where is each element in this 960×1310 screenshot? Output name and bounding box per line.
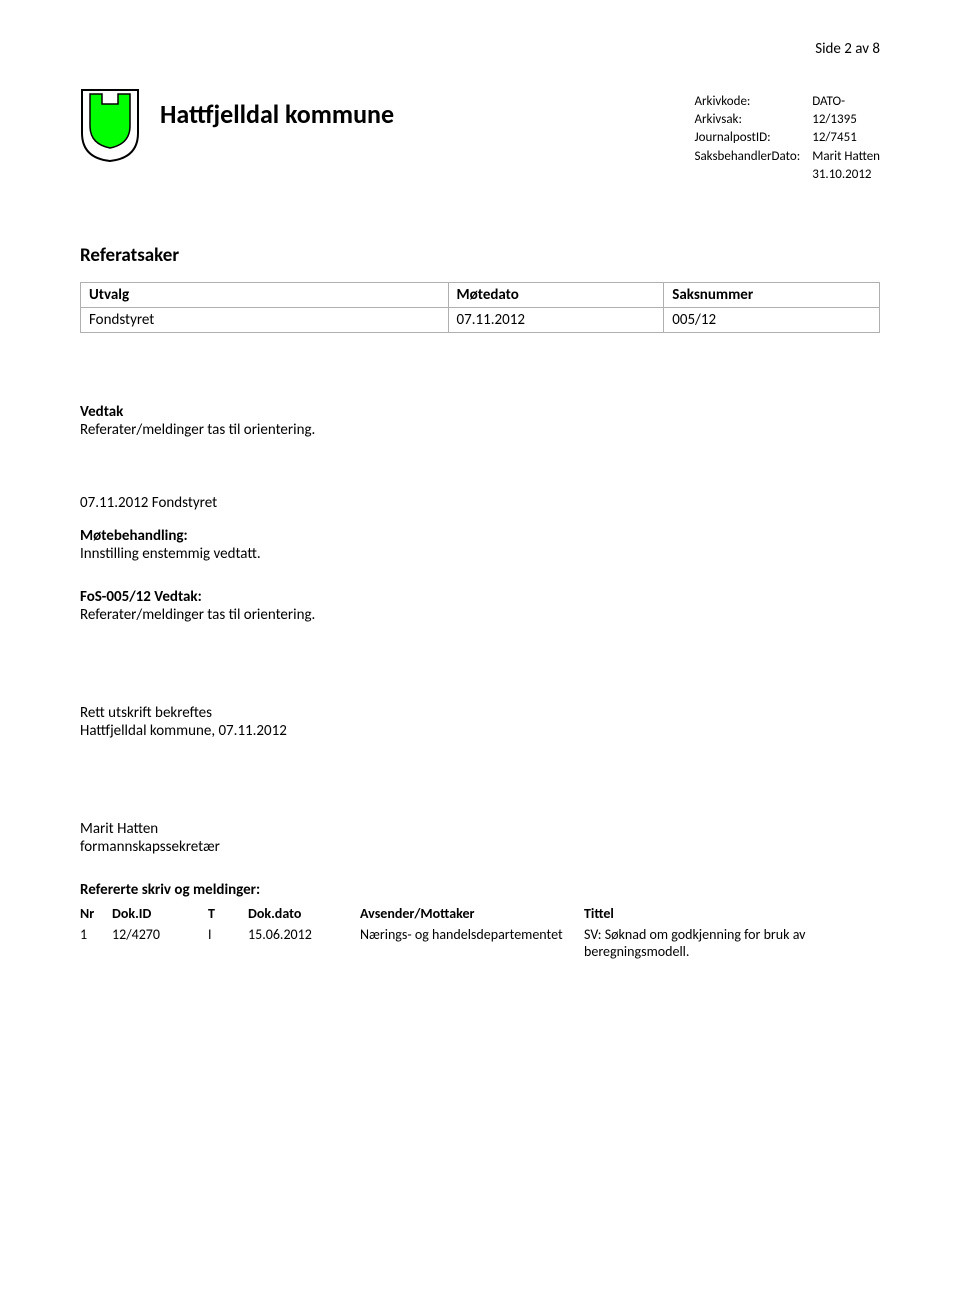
- col-saksnummer: Saksnummer: [664, 282, 880, 307]
- motebehandling-block: Møtebehandling: Innstilling enstemmig ve…: [80, 527, 880, 563]
- fos-vedtak-title: FoS-005/12 Vedtak:: [80, 588, 880, 606]
- cell-saksnummer: 005/12: [664, 307, 880, 332]
- page-number: Side 2 av 8: [80, 40, 880, 58]
- meta-value-journalpost: 12/7451: [812, 129, 880, 147]
- motebehandling-text: Innstilling enstemmig vedtatt.: [80, 545, 880, 563]
- mote-date-line: 07.11.2012 Fondstyret: [80, 494, 880, 512]
- vedtak-block: Vedtak Referater/meldinger tas til orien…: [80, 403, 880, 439]
- ref-col-dokid: Dok.ID: [112, 903, 208, 924]
- ref-cell-dokid: 12/4270: [112, 924, 208, 962]
- bekreft-line2: Hattfjelldal kommune, 07.11.2012: [80, 722, 880, 740]
- ref-cell-dokdato: 15.06.2012: [248, 924, 360, 962]
- utvalg-table: Utvalg Møtedato Saksnummer Fondstyret 07…: [80, 282, 880, 333]
- ref-col-nr: Nr: [80, 903, 112, 924]
- ref-cell-t: I: [208, 924, 248, 962]
- table-header-row: Utvalg Møtedato Saksnummer: [81, 282, 880, 307]
- ref-cell-avsender: Nærings- og handelsdepartementet: [360, 924, 584, 962]
- meta-label-arkivkode: Arkivkode:: [694, 93, 800, 111]
- refererte-title: Refererte skriv og meldinger:: [80, 881, 880, 899]
- cell-utvalg: Fondstyret: [81, 307, 449, 332]
- signatur-block: Marit Hatten formannskapssekretær: [80, 820, 880, 856]
- ref-header-row: Nr Dok.ID T Dok.dato Avsender/Mottaker T…: [80, 903, 880, 924]
- ref-col-avsender: Avsender/Mottaker: [360, 903, 584, 924]
- motebehandling-title: Møtebehandling:: [80, 527, 880, 545]
- cell-motedato: 07.11.2012: [448, 307, 664, 332]
- vedtak-title: Vedtak: [80, 403, 880, 421]
- refererte-table: Nr Dok.ID T Dok.dato Avsender/Mottaker T…: [80, 903, 880, 962]
- ref-col-dokdato: Dok.dato: [248, 903, 360, 924]
- signatur-title: formannskapssekretær: [80, 838, 880, 856]
- meta-label-journalpost: JournalpostID:: [694, 129, 800, 147]
- signatur-name: Marit Hatten: [80, 820, 880, 838]
- bekreft-line1: Rett utskrift bekreftes: [80, 704, 880, 722]
- meta-label-saksbeh: SaksbehandlerDato:: [694, 148, 800, 166]
- fos-vedtak-block: FoS-005/12 Vedtak: Referater/meldinger t…: [80, 588, 880, 624]
- ref-col-t: T: [208, 903, 248, 924]
- fos-vedtak-text: Referater/meldinger tas til orientering.: [80, 606, 880, 624]
- table-row: Fondstyret 07.11.2012 005/12: [81, 307, 880, 332]
- col-utvalg: Utvalg: [81, 282, 449, 307]
- ref-cell-tittel: SV: Søknad om godkjenning for bruk av be…: [584, 924, 880, 962]
- kommune-title: Hattfjelldal kommune: [160, 98, 674, 130]
- document-header: Hattfjelldal kommune Arkivkode: Arkivsak…: [80, 88, 880, 184]
- vedtak-text: Referater/meldinger tas til orientering.: [80, 421, 880, 439]
- meta-value-arkivkode: DATO-: [812, 93, 880, 111]
- referatsaker-title: Referatsaker: [80, 244, 880, 267]
- meta-value-saksbeh-name: Marit Hatten: [812, 148, 880, 166]
- meta-value-arkivsak: 12/1395: [812, 111, 880, 129]
- ref-col-tittel: Tittel: [584, 903, 880, 924]
- bekreft-block: Rett utskrift bekreftes Hattfjelldal kom…: [80, 704, 880, 740]
- ref-row: 1 12/4270 I 15.06.2012 Nærings- og hande…: [80, 924, 880, 962]
- col-motedato: Møtedato: [448, 282, 664, 307]
- meta-label-arkivsak: Arkivsak:: [694, 111, 800, 129]
- archive-meta: Arkivkode: Arkivsak: JournalpostID: Saks…: [694, 93, 880, 184]
- meta-value-saksbeh-date: 31.10.2012: [812, 166, 880, 184]
- kommune-logo: [80, 88, 140, 168]
- ref-cell-nr: 1: [80, 924, 112, 962]
